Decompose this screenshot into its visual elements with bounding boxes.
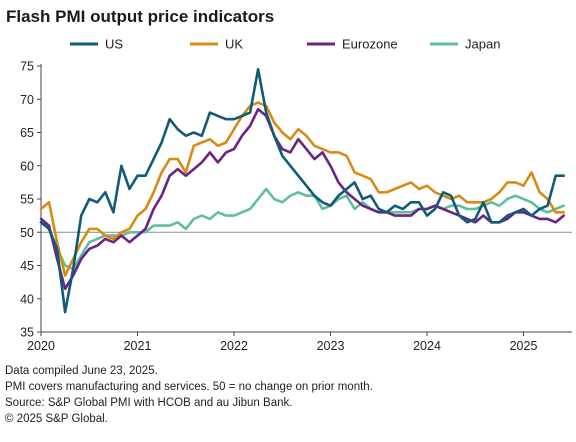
series-line-japan (39, 187, 566, 271)
y-tick-label: 40 (20, 292, 34, 306)
x-tick-label: 2025 (510, 339, 538, 353)
x-tick-label: 2020 (27, 339, 55, 353)
note-pmi-coverage: PMI covers manufacturing and services. 5… (5, 381, 373, 393)
x-tick-label: 2022 (220, 339, 248, 353)
series-line-us (39, 68, 566, 314)
y-tick-label: 65 (20, 126, 34, 140)
y-tick-label: 55 (20, 193, 34, 207)
note-copyright: © 2025 S&P Global. (5, 413, 108, 425)
y-tick-label: 75 (20, 60, 34, 74)
note-source: Source: S&P Global PMI with HCOB and au … (5, 397, 293, 409)
y-tick-label: 50 (20, 226, 34, 240)
x-tick-label: 2023 (317, 339, 345, 353)
line-chart: 35 40 45 50 55 60 65 70 75 2020 2021 2022 2023 2024 20… (20, 37, 572, 353)
x-tick-label: 2021 (124, 339, 152, 353)
series-line-uk (39, 101, 566, 277)
series-line-eurozone (39, 107, 566, 291)
x-tick-label: 2024 (413, 339, 441, 353)
y-tick-label: 35 (20, 326, 34, 340)
y-tick-label: 45 (20, 259, 34, 273)
note-data-compiled: Data compiled June 23, 2025. (5, 365, 158, 377)
legend-label-us: US (105, 37, 123, 52)
chart-title: Flash PMI output price indicators (6, 7, 275, 26)
y-tick-label: 60 (20, 159, 34, 173)
legend-label-eurozone: Eurozone (342, 37, 398, 52)
chart-notes: Data compiled June 23, 2025. PMI covers … (5, 363, 373, 427)
legend-label-uk: UK (225, 37, 243, 52)
y-tick-label: 70 (20, 93, 34, 107)
legend-label-japan: Japan (465, 37, 500, 52)
